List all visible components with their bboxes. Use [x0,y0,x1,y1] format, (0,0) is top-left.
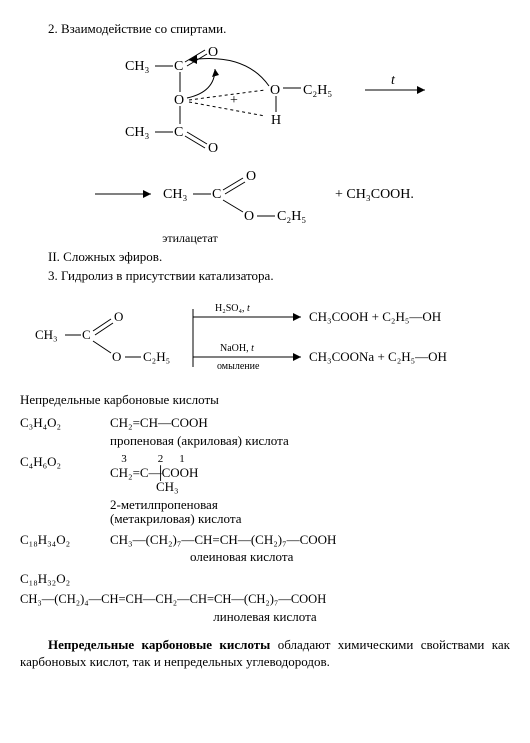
acid-name: олеиновая кислота [110,548,510,566]
txt: CH₃ [125,125,149,140]
structural-formula: CH₂=CH—COOH [110,414,510,432]
carbon-numbers: 3 2 1 [110,453,510,465]
txt: O [174,93,184,108]
txt: C [174,125,183,140]
structural-formula: CH₂=C—COOH [110,466,510,480]
heading-3: 3. Гидролиз в присутствии катализатора. [20,267,510,285]
txt: C [174,59,183,74]
mol-formula: C₁₈H₃₂O₂ [20,570,110,588]
section-unsaturated: Непредельные карбоновые кислоты [20,391,510,409]
txt: C [212,187,221,202]
acid-row: C₄H₆O₂ 3 2 1 CH₂=C—COOH │ CH₃ 2-метилпро… [20,453,510,526]
txt: H [271,113,281,128]
txt: CH₃COONa + C₂H₅—OH [309,349,447,364]
txt: O [208,141,218,154]
acid-name-alt: (метакриловая) кислота [110,512,510,526]
structural-formula: CH₃—(CH₂)₇—CH=CH—(CH₂)₇—COOH [110,531,510,549]
acid-row: C₁₈H₃₂O₂ [20,570,510,588]
footer-bold: Непредельные карбоновые кислоты [48,637,270,652]
txt: O [244,209,254,224]
txt: C₂H₅ [303,83,332,98]
txt: O [246,169,256,184]
mol-formula: C₄H₆O₂ [20,453,110,471]
heading-roman-2: II. Сложных эфиров. [20,248,510,266]
txt: t [391,73,396,88]
heading-2: 2. Взаимодействие со спиртами. [20,20,510,38]
txt: H₂SO₄, t [215,303,250,314]
substituent: CH₃ [156,479,179,494]
structural-formula: CH₃—(CH₂)₄—CH=CH—CH₂—CH=CH—(CH₂)₇—COOH [20,591,510,608]
txt: C₂H₅ [143,349,170,364]
hydrolysis-scheme: CH₃ C O O C₂H₅ H₂SO₄, t CH₃COOH + C₂H₅—O… [25,291,505,381]
product-scheme: CH₃ C O O C₂H₅ + CH₃COOH. [65,160,465,230]
txt: O [114,309,123,324]
txt: + CH₃COOH. [335,187,414,202]
mechanism-scheme: CH₃ C O O C CH₃ O + O C₂H₅ H [65,44,465,154]
txt: CH₃COOH + C₂H₅—OH [309,309,441,324]
bond-line: │ [156,466,165,480]
txt: C [82,327,91,342]
txt: CH₃ [125,59,149,74]
acid-row: C₁₈H₃₄O₂ CH₃—(CH₂)₇—CH=CH—(CH₂)₇—COOH ол… [20,531,510,566]
mol-formula: C₁₈H₃₄O₂ [20,531,110,549]
txt: CH₃ [35,327,58,342]
acid-row: C₃H₄O₂ CH₂=CH—COOH пропеновая (акриловая… [20,414,510,449]
txt: + [230,93,238,108]
txt: C₂H₅ [277,209,306,224]
txt: O [112,349,121,364]
product-caption: этилацетат [20,230,510,246]
txt: NaOH, t [220,343,254,354]
acid-name: линолевая кислота [20,608,510,626]
acid-name: пропеновая (акриловая) кислота [110,432,510,450]
mol-formula: C₃H₄O₂ [20,414,110,432]
txt: O [270,83,280,98]
txt: O [208,45,218,60]
footer-text: Непредельные карбоновые кислоты обладают… [20,636,510,671]
txt: омыление [217,361,260,372]
txt: CH₃ [163,187,187,202]
acid-name: 2-метилпропеновая [110,498,510,512]
